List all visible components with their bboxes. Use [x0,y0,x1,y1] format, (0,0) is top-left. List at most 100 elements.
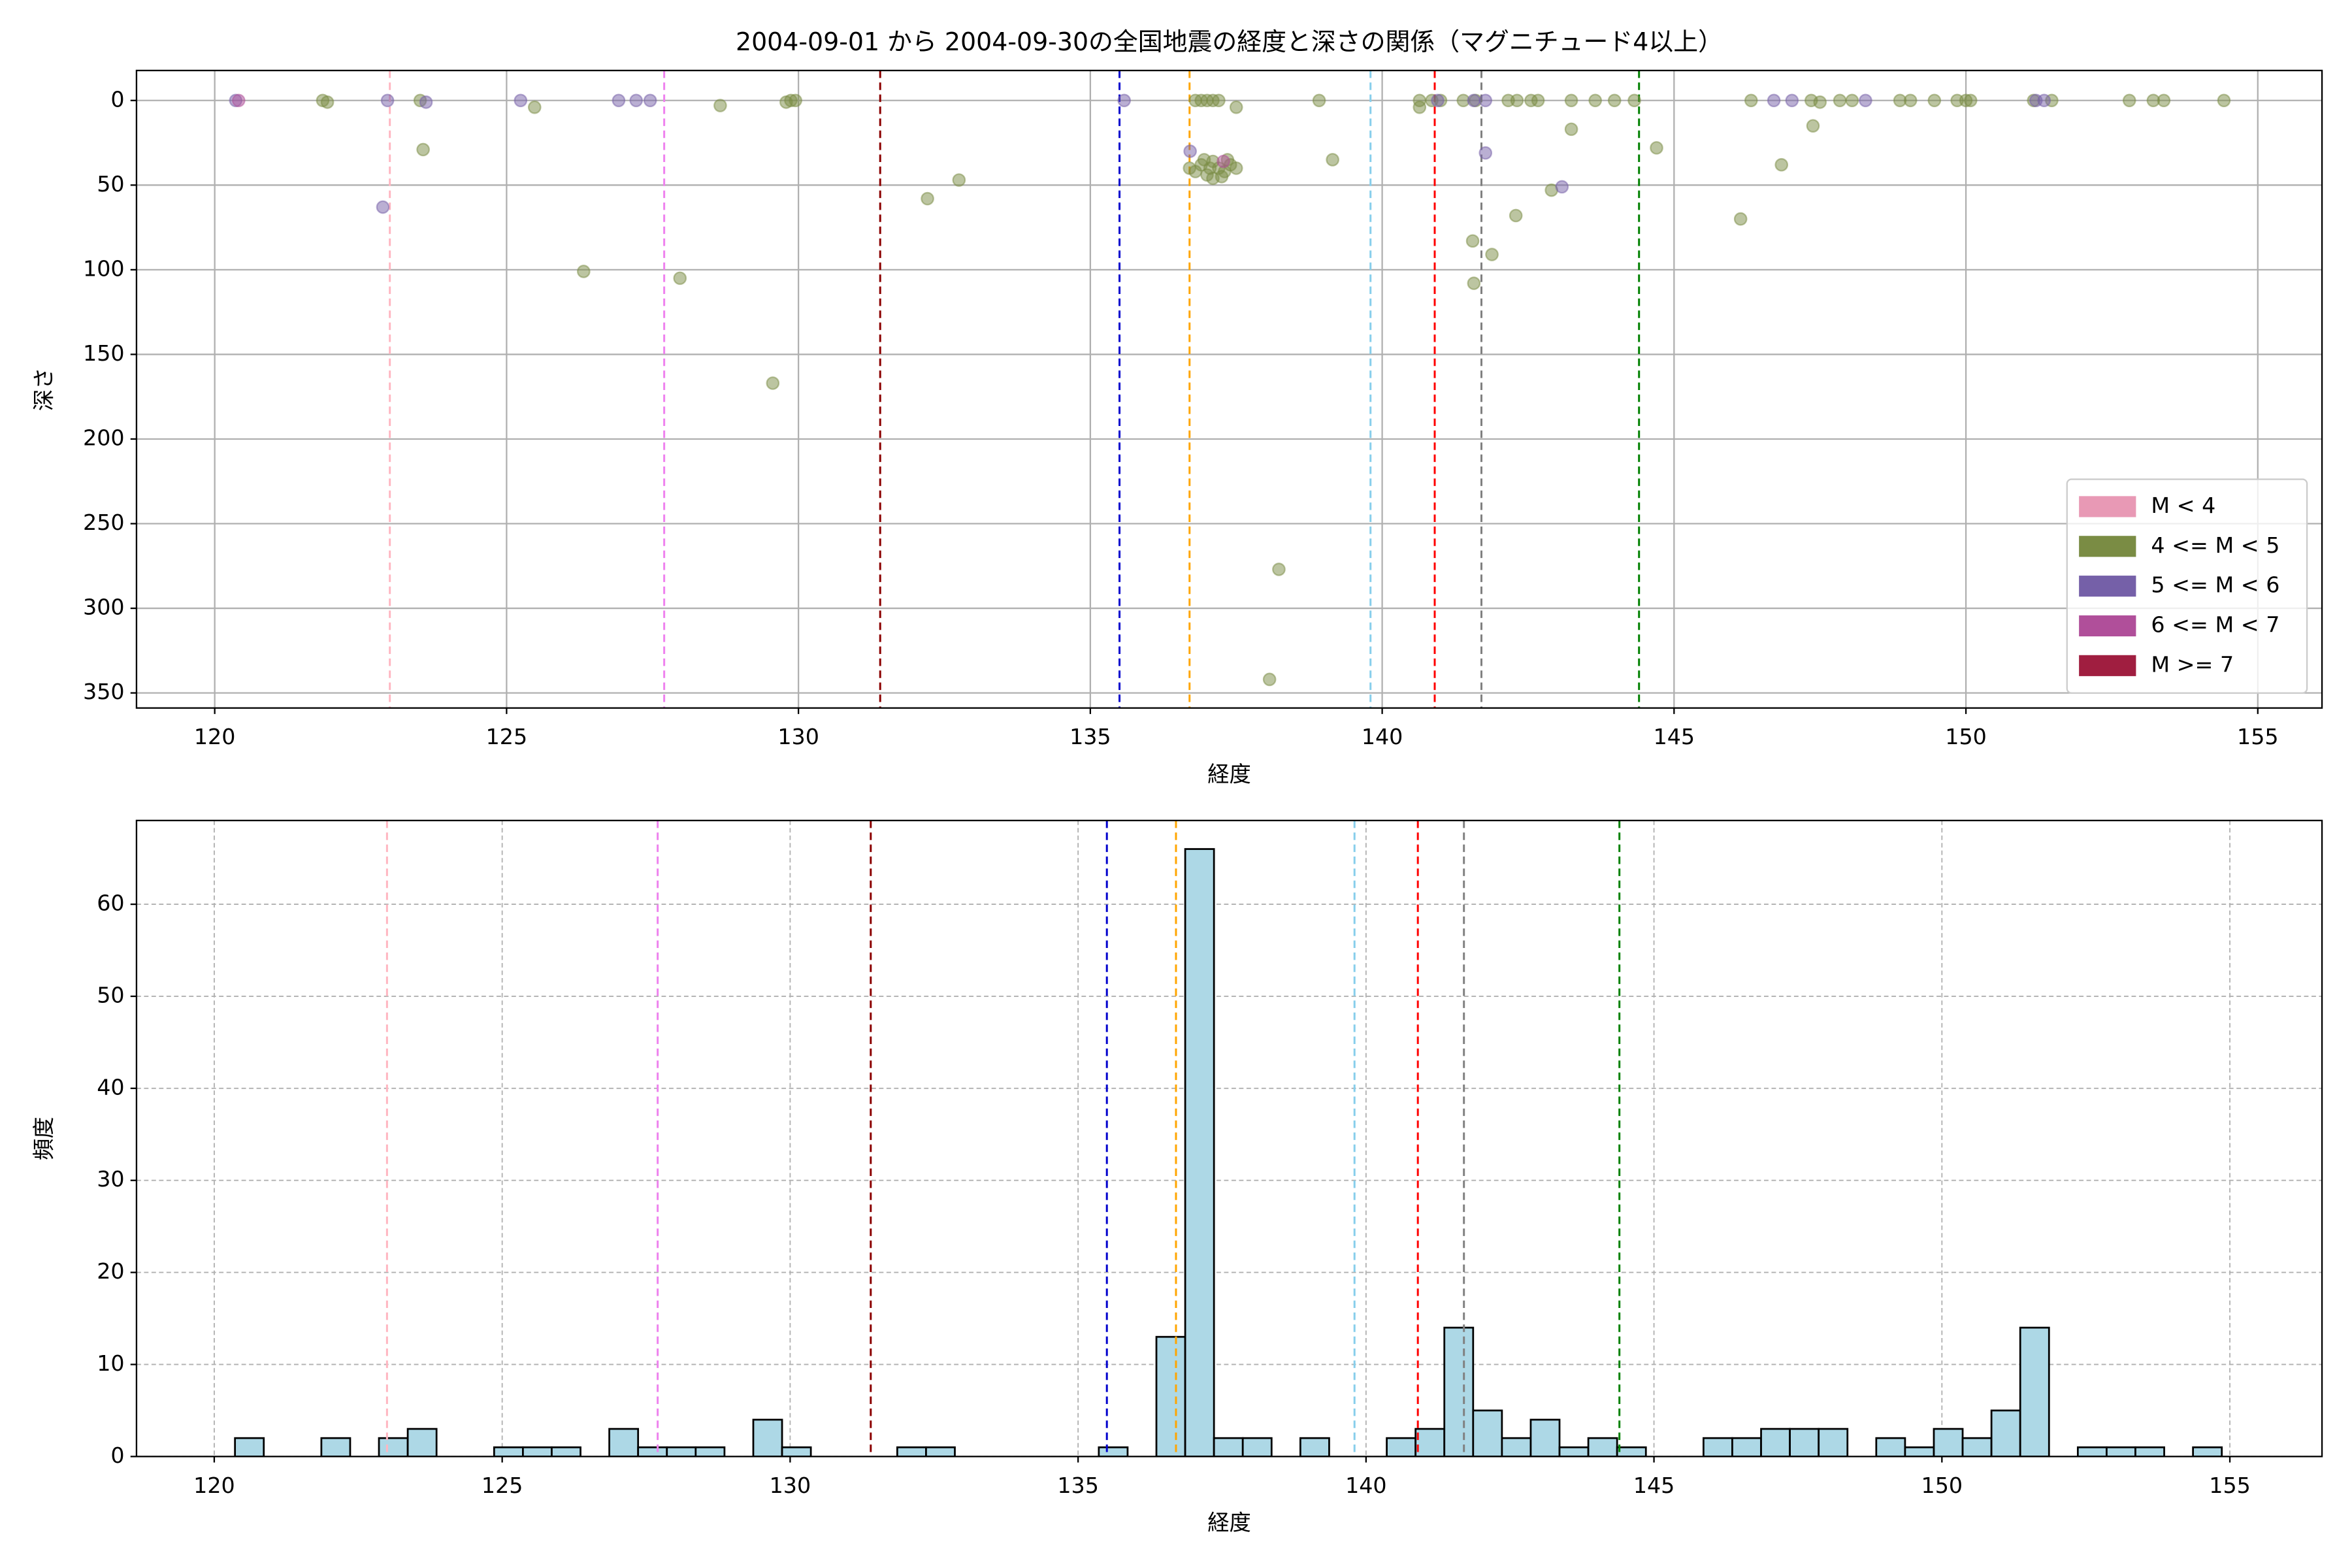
bar [1529,1418,1561,1457]
x-tick-label: 125 [482,1473,523,1498]
data-point [527,100,542,114]
bar [1501,1437,1532,1457]
bar [1155,1335,1186,1457]
data-point [766,376,780,390]
x-tick-label: 130 [770,1473,811,1498]
x-tick-label: 135 [1057,1473,1099,1498]
data-point [1117,93,1132,108]
x-axis-label: 経度 [1207,761,1251,787]
data-point [576,265,591,278]
bar [925,1446,956,1457]
data-point [1467,276,1481,290]
data-point [713,99,727,112]
y-axis-label: 深さ [31,368,56,412]
data-point [1215,170,1229,184]
y-tick-label: 250 [83,510,125,535]
y-axis-label: 頻度 [31,1117,56,1160]
plot-area [229,70,2231,708]
legend-swatch [2079,496,2136,517]
data-point [1963,93,1978,108]
data-point [1903,93,1918,108]
bar [637,1446,668,1457]
data-point [1845,93,1859,108]
y-tick-label: 50 [97,171,124,197]
x-tick-label: 135 [1070,724,1111,749]
data-point [1859,93,1872,108]
legend-label: M >= 7 [2151,651,2234,677]
data-point [1627,93,1641,108]
legend: M < 4 4 <= M < 5 5 <= M < 6 6 <= M < 7 M >= … [2066,478,2308,694]
legend-label: 6 <= M < 7 [2151,612,2279,637]
bar [378,1437,409,1457]
data-point [1564,122,1578,137]
data-point [1183,144,1197,158]
data-point [1212,93,1226,108]
legend-swatch [2079,655,2136,676]
data-point [1833,93,1847,108]
bar [1961,1437,1993,1457]
y-tick-label: 50 [97,982,124,1007]
data-point [921,191,934,206]
data-point [2157,93,2171,108]
legend-box [2066,478,2308,694]
data-point [1203,161,1217,175]
bar [1731,1437,1762,1457]
data-point [380,93,395,108]
bar [2134,1446,2165,1457]
bar [1414,1428,1446,1457]
data-point [1431,93,1445,108]
bar [406,1428,438,1457]
data-point [320,95,335,109]
x-tick-label: 145 [1654,724,1695,749]
x-tick-label: 155 [2237,724,2279,749]
data-point [1650,140,1663,155]
x-tick-label: 120 [193,1473,235,1498]
bar [781,1446,812,1457]
bar [1558,1446,1590,1457]
data-point [514,93,528,108]
data-point [1478,146,1493,160]
bar [1299,1437,1330,1457]
data-point [231,93,246,108]
bar [1703,1437,1733,1457]
data-point [1467,93,1481,108]
bar [896,1446,927,1457]
data-point [1465,234,1480,248]
bar [1587,1437,1618,1457]
data-point [2122,93,2136,108]
data-point [1767,93,1781,108]
data-point [1478,93,1493,108]
y-tick-label: 10 [97,1350,124,1376]
bar [320,1437,351,1457]
bar [1098,1446,1129,1457]
data-point [1485,248,1499,261]
x-tick-label: 150 [1921,1473,1963,1498]
x-axis-label: 経度 [1207,1510,1251,1535]
data-point [1326,153,1339,167]
legend-label: 5 <= M < 6 [2151,572,2279,598]
x-tick-label: 150 [1945,724,1987,749]
bar [694,1446,726,1457]
data-point [1229,100,1243,114]
y-tick-label: 300 [83,595,125,620]
bar [1789,1428,1820,1457]
data-point [1229,161,1243,175]
bar [1875,1437,1906,1457]
y-tick-label: 350 [83,679,125,704]
bar [1760,1428,1791,1457]
data-point [789,93,802,108]
y-tick-label: 60 [97,890,124,916]
x-tick-label: 130 [777,724,819,749]
x-tick-label: 140 [1362,724,1403,749]
data-point [1272,563,1286,576]
data-point [1774,157,1789,172]
x-tick-label: 120 [194,724,236,749]
bar [234,1437,265,1457]
y-tick-label: 0 [110,86,124,112]
y-tick-label: 0 [110,1443,124,1468]
bar [522,1446,553,1457]
x-tick-label: 145 [1633,1473,1675,1498]
